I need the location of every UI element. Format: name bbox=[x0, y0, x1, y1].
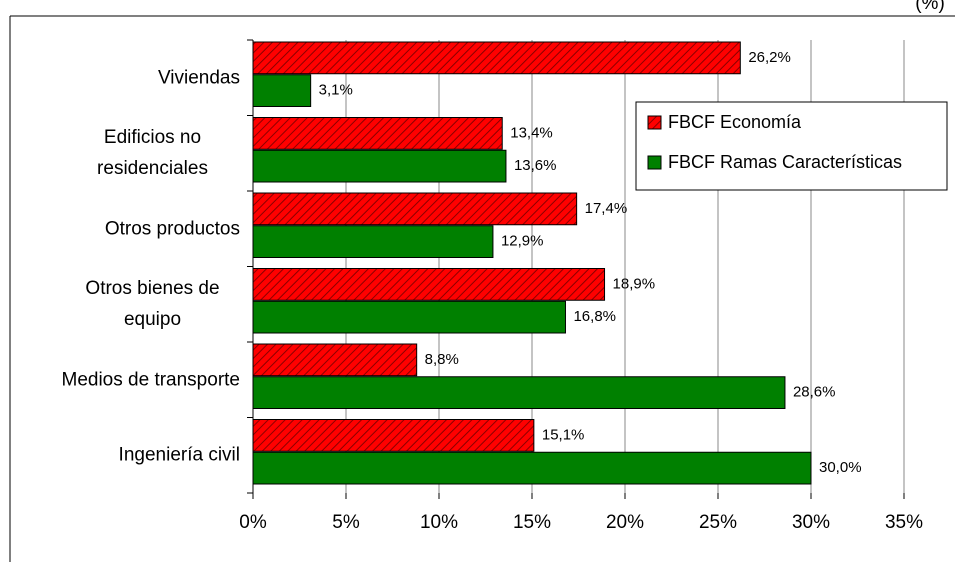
subtitle: (%) bbox=[915, 0, 945, 14]
value-label: 8,8% bbox=[425, 351, 459, 368]
y-tick-label: Ingeniería civil bbox=[118, 444, 240, 466]
legend-box bbox=[635, 101, 948, 191]
legend-label: FBCF Ramas Características bbox=[668, 152, 902, 172]
y-tick-label: Otros productos bbox=[104, 218, 240, 240]
legend-swatch bbox=[647, 155, 662, 170]
x-tick-label: 20% bbox=[606, 512, 644, 533]
value-label: 18,9% bbox=[613, 275, 656, 292]
value-label: 13,6% bbox=[514, 157, 557, 174]
bar bbox=[252, 149, 507, 183]
bar bbox=[252, 192, 578, 226]
bar bbox=[252, 419, 535, 452]
bar bbox=[252, 117, 503, 150]
bar bbox=[252, 376, 786, 409]
bar bbox=[252, 343, 418, 377]
bar bbox=[252, 74, 312, 107]
bar bbox=[252, 300, 566, 334]
value-label: 17,4% bbox=[585, 200, 628, 217]
y-tick-label: Medios de transporte bbox=[61, 369, 241, 391]
x-tick-label: 5% bbox=[332, 512, 360, 533]
x-tick-label: 35% bbox=[885, 512, 923, 533]
bar bbox=[252, 225, 494, 258]
legend-label: FBCF Economía bbox=[668, 112, 802, 132]
bar bbox=[252, 451, 812, 485]
value-label: 26,2% bbox=[748, 49, 791, 66]
value-label: 3,1% bbox=[319, 82, 353, 99]
x-tick-label: 25% bbox=[699, 512, 737, 533]
value-label: 15,1% bbox=[542, 426, 585, 443]
y-tick-label: Edificios no residenciales bbox=[97, 127, 208, 180]
value-label: 12,9% bbox=[501, 233, 544, 250]
x-tick-label: 15% bbox=[513, 512, 551, 533]
bar bbox=[252, 268, 606, 301]
x-tick-label: 30% bbox=[792, 512, 830, 533]
x-tick-label: 0% bbox=[239, 512, 267, 533]
value-label: 13,4% bbox=[510, 124, 553, 141]
x-tick-label: 10% bbox=[420, 512, 458, 533]
value-label: 16,8% bbox=[573, 308, 616, 325]
value-label: 30,0% bbox=[819, 459, 862, 476]
y-tick-label: Viviendas bbox=[157, 67, 240, 89]
y-tick-label: Otros bienes de equipo bbox=[85, 278, 220, 331]
legend-swatch bbox=[647, 115, 662, 130]
bar bbox=[252, 41, 741, 75]
value-label: 28,6% bbox=[793, 384, 836, 401]
